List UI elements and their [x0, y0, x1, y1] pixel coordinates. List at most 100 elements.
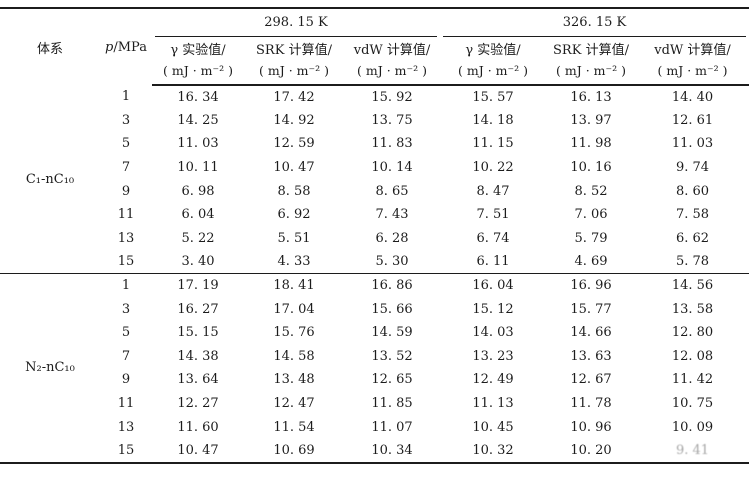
- data-value: 16. 13: [570, 89, 612, 105]
- table-row: 5 15. 15 15. 76 14. 59 14. 03 14. 66 12. 80: [0, 321, 749, 345]
- col-header-unit: ( mJ · m⁻² ): [163, 62, 233, 78]
- data-value: 11. 42: [671, 372, 714, 388]
- data-value: 5. 22: [181, 230, 215, 246]
- data-value: 11. 85: [371, 396, 413, 412]
- temp-group-326-label: 326. 15 K: [443, 9, 746, 37]
- data-value: 12. 80: [671, 325, 714, 341]
- data-value: 4. 33: [277, 254, 311, 270]
- system-label: N₂-nC₁₀: [0, 273, 100, 463]
- data-value: 12. 47: [273, 396, 315, 412]
- data-value: 6. 11: [476, 254, 510, 270]
- data-value: 16. 04: [440, 273, 546, 298]
- data-value: 16. 96: [546, 273, 636, 298]
- data-value: 14. 66: [570, 325, 612, 341]
- data-value: 9. 74: [675, 160, 710, 176]
- pressure-value: 13: [117, 230, 135, 246]
- data-value: 14. 59: [371, 325, 413, 341]
- col-header-unit: ( mJ · m⁻² ): [458, 62, 528, 78]
- temp-group-326: 326. 15 K: [440, 8, 749, 37]
- temperature-header-row: 体系 p/MPa 298. 15 K 326. 15 K: [0, 8, 749, 57]
- data-value: 15. 77: [570, 301, 612, 317]
- data-value: 6. 74: [476, 230, 510, 246]
- data-value: 15. 66: [371, 301, 413, 317]
- data-value: 16. 34: [177, 89, 219, 105]
- temp-group-298: 298. 15 K: [152, 8, 440, 37]
- data-value: 5. 51: [277, 230, 311, 246]
- pressure-value: 3: [121, 112, 131, 128]
- data-value: 10. 75: [671, 396, 714, 412]
- col-header-label: γ 实验值/: [170, 42, 226, 58]
- col-header-vdw-326: vdW 计算值/ ( mJ · m⁻² ): [636, 37, 749, 86]
- data-value: 7. 06: [574, 207, 608, 223]
- pressure-value: 1: [121, 89, 131, 105]
- data-value: 10. 16: [570, 160, 612, 176]
- pressure-unit: /MPa: [113, 39, 147, 55]
- col-header-label: SRK 计算值/: [256, 42, 332, 58]
- data-value: 14. 03: [472, 325, 514, 341]
- pressure-value: 11: [117, 207, 135, 223]
- pressure-value: 13: [117, 419, 135, 435]
- data-value: 9. 41: [675, 442, 710, 458]
- data-value: 15. 57: [472, 89, 514, 105]
- pressure-value: 9: [121, 183, 131, 199]
- data-value: 8. 65: [375, 183, 409, 199]
- data-value: 12. 49: [472, 372, 514, 388]
- data-value: 15. 12: [472, 301, 514, 317]
- data-value: 15. 15: [177, 325, 219, 341]
- scanned-table-page: 体系 p/MPa 298. 15 K 326. 15 K γ 实验值/ ( mJ…: [0, 7, 749, 464]
- col-header-label: γ 实验值/: [465, 42, 521, 58]
- data-value: 5. 30: [375, 254, 409, 270]
- table-row: 3 16. 27 17. 04 15. 66 15. 12 15. 77 13. 58: [0, 297, 749, 321]
- pressure-value: 3: [121, 301, 131, 317]
- data-value: 13. 75: [371, 112, 413, 128]
- data-value: 11. 60: [177, 419, 219, 435]
- data-value: 10. 22: [472, 160, 514, 176]
- col-header-srk-326: SRK 计算值/ ( mJ · m⁻² ): [546, 37, 636, 86]
- data-value: 10. 32: [472, 442, 514, 458]
- data-value: 11. 03: [671, 136, 714, 152]
- data-value: 8. 52: [574, 183, 608, 199]
- pressure-value: 15: [117, 442, 135, 458]
- col-header-label: SRK 计算值/: [553, 42, 629, 58]
- col-header-unit: ( mJ · m⁻² ): [357, 62, 427, 78]
- data-value: 10. 11: [177, 160, 219, 176]
- data-value: 13. 64: [177, 372, 219, 388]
- data-value: 13. 23: [472, 348, 514, 364]
- data-value: 10. 69: [273, 442, 315, 458]
- data-value: 8. 58: [277, 183, 311, 199]
- data-value: 11. 98: [570, 136, 612, 152]
- data-value: 16. 27: [177, 301, 219, 317]
- col-header-gamma-exp-298: γ 实验值/ ( mJ · m⁻² ): [152, 37, 244, 86]
- table-row: 13 11. 60 11. 54 11. 07 10. 45 10. 96 10. 09: [0, 415, 749, 439]
- data-value: 15. 76: [273, 325, 315, 341]
- data-value: 6. 92: [277, 207, 311, 223]
- data-value: 10. 20: [570, 442, 612, 458]
- pressure-value: 15: [117, 254, 135, 270]
- data-value: 7. 58: [675, 207, 710, 223]
- table-row: 3 14. 25 14. 92 13. 75 14. 18 13. 97 12. 61: [0, 109, 749, 133]
- table-row: 11 12. 27 12. 47 11. 85 11. 13 11. 78 10. 75: [0, 392, 749, 416]
- data-value: 7. 51: [476, 207, 510, 223]
- data-value: 6. 04: [181, 207, 215, 223]
- data-value: 11. 07: [371, 419, 413, 435]
- temp-group-298-label: 298. 15 K: [155, 9, 437, 37]
- data-value: 5. 78: [675, 254, 710, 270]
- data-value: 14. 18: [472, 112, 514, 128]
- data-value: 11. 78: [570, 396, 612, 412]
- table-row: 9 6. 98 8. 58 8. 65 8. 47 8. 52 8. 60: [0, 179, 749, 203]
- data-value: 8. 60: [675, 183, 710, 199]
- system-label: C₁-nC₁₀: [25, 171, 75, 187]
- data-value: 13. 48: [273, 372, 315, 388]
- col-header-label: vdW 计算值/: [353, 42, 431, 58]
- data-value: 5. 79: [574, 230, 608, 246]
- data-value: 10. 96: [570, 419, 612, 435]
- table-row: 7 14. 38 14. 58 13. 52 13. 23 13. 63 12. 08: [0, 345, 749, 369]
- col-header-srk-298: SRK 计算值/ ( mJ · m⁻² ): [244, 37, 344, 86]
- pressure-value: 7: [121, 348, 131, 364]
- col-header-unit: ( mJ · m⁻² ): [259, 62, 329, 78]
- table-row: C₁-nC₁₀ 1 16. 34 17. 42 15. 92 15. 57 16. 13 14…: [0, 85, 749, 186]
- data-value: 11. 83: [371, 136, 413, 152]
- col-header-vdw-298: vdW 计算值/ ( mJ · m⁻² ): [344, 37, 440, 86]
- data-value: 17. 42: [273, 89, 315, 105]
- pressure-value: 5: [121, 136, 131, 152]
